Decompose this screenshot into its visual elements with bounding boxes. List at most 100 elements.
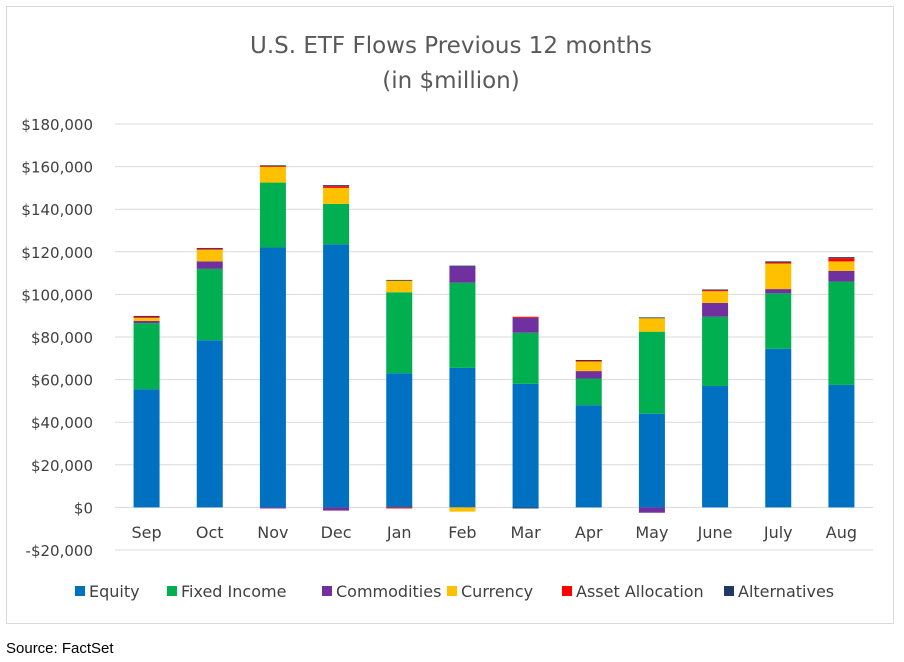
bar-commodities-june — [702, 302, 729, 317]
bar-asset-allocation-june — [702, 290, 729, 292]
bar-asset-allocation-mar — [512, 316, 539, 318]
bar-equity-july — [765, 348, 792, 508]
x-axis-ticks: Sep Oct Nov Dec Jan Feb Mar Apr May June July Aug — [132, 523, 858, 542]
bar-commodities-mar — [512, 317, 539, 333]
bar-fixed-income-dec — [323, 203, 350, 245]
bar-currency-aug — [828, 261, 855, 271]
y-tick-label: $20,000 — [31, 457, 93, 475]
x-tick-label: Oct — [196, 523, 224, 542]
bar-fixed-income-june — [702, 316, 729, 386]
bar-fixed-income-nov — [259, 182, 286, 248]
legend: Equity Fixed Income Commodities Currency Ass… — [75, 582, 834, 601]
bar-currency-jan — [386, 280, 413, 293]
x-tick-label: Nov — [257, 523, 288, 542]
bar-fixed-income-july — [765, 293, 792, 349]
legend-label: Commodities — [336, 582, 441, 601]
bar-asset-allocation-nov — [259, 165, 286, 167]
bar-fixed-income-sep — [133, 323, 160, 390]
bar-currency-july — [765, 263, 792, 290]
bar-equity-dec — [323, 244, 350, 508]
bar-fixed-income-jan — [386, 292, 413, 374]
legend-swatch — [724, 586, 734, 596]
legend-swatch — [447, 586, 457, 596]
bar-currency-oct — [196, 249, 223, 262]
bar-fixed-income-oct — [196, 268, 223, 341]
bar-equity-oct — [196, 340, 223, 508]
bar-commodities-feb — [449, 266, 476, 283]
y-tick-label: $140,000 — [21, 201, 93, 219]
bar-equity-sep — [133, 389, 160, 508]
y-tick-label: $160,000 — [21, 159, 93, 177]
y-tick-label: $100,000 — [21, 286, 93, 304]
x-tick-label: Jan — [386, 523, 412, 542]
source-note: Source: FactSet — [6, 640, 114, 657]
x-tick-label: Mar — [510, 523, 541, 542]
bar-asset-allocation-apr — [575, 360, 602, 362]
bar-alternatives-aug — [828, 257, 855, 259]
bar-fixed-income-mar — [512, 332, 539, 384]
x-tick-label: May — [635, 523, 668, 542]
legend-swatch — [75, 586, 85, 596]
bar-alternatives-may — [638, 317, 665, 319]
y-tick-label: $180,000 — [21, 116, 93, 134]
bar-currency-sep — [133, 317, 160, 322]
y-tick-label: -$20,000 — [26, 542, 93, 560]
x-tick-label: Aug — [826, 523, 857, 542]
legend-label: Fixed Income — [181, 582, 286, 601]
bar-equity-aug — [828, 384, 855, 508]
bar-currency-dec — [323, 187, 350, 204]
bar-asset-allocation-sep — [133, 316, 160, 318]
bar-alternatives-june — [702, 289, 729, 291]
legend-swatch — [322, 586, 332, 596]
bar-asset-allocation-july — [765, 262, 792, 264]
bar-equity-nov — [259, 247, 286, 508]
bar-commodities-nov — [259, 507, 286, 509]
bar-equity-june — [702, 385, 729, 508]
bar-alternatives-feb — [449, 265, 476, 267]
bar-currency-june — [702, 291, 729, 303]
bar-alternatives-oct — [196, 247, 223, 249]
x-tick-label: Sep — [132, 523, 162, 542]
y-tick-label: $40,000 — [31, 414, 93, 432]
legend-label: Alternatives — [738, 582, 834, 601]
bar-currency-nov — [259, 166, 286, 183]
x-tick-label: June — [697, 523, 733, 542]
bar-alternatives-mar — [512, 507, 539, 509]
bar-commodities-dec — [323, 507, 350, 511]
bar-alternatives-nov — [259, 165, 286, 167]
bar-currency-may — [638, 317, 665, 332]
bar-commodities-oct — [196, 261, 223, 269]
legend-swatch — [562, 586, 572, 596]
chart-title: U.S. ETF Flows Previous 12 months — [250, 33, 652, 59]
bar-fixed-income-feb — [449, 282, 476, 368]
legend-label: Asset Allocation — [576, 582, 704, 601]
x-tick-label: Dec — [321, 523, 352, 542]
bar-fixed-income-aug — [828, 281, 855, 385]
x-tick-label: Apr — [575, 523, 603, 542]
y-tick-label: $0 — [74, 499, 93, 517]
y-tick-label: $60,000 — [31, 372, 93, 390]
bar-layer — [133, 165, 855, 513]
bar-commodities-may — [638, 507, 665, 513]
bar-equity-may — [638, 413, 665, 508]
bar-commodities-aug — [828, 270, 855, 282]
bar-commodities-july — [765, 289, 792, 294]
grid-layer — [115, 123, 873, 551]
bar-asset-allocation-oct — [196, 248, 223, 250]
bar-alternatives-apr — [575, 360, 602, 361]
y-tick-label: $120,000 — [21, 244, 93, 262]
bar-asset-allocation-dec — [323, 186, 350, 188]
x-tick-label: July — [763, 523, 793, 542]
legend-label: Equity — [89, 582, 140, 601]
x-tick-label: Feb — [448, 523, 476, 542]
y-axis-ticks: -$20,000 $0 $20,000 $40,000 $60,000 $80,000 $1… — [21, 116, 93, 560]
bar-asset-allocation-jan — [386, 507, 413, 509]
bar-commodities-apr — [575, 371, 602, 379]
bar-alternatives-july — [765, 261, 792, 263]
chart-svg: U.S. ETF Flows Previous 12 months (in $m… — [21, 33, 873, 601]
bar-asset-allocation-aug — [828, 258, 855, 262]
bar-fixed-income-may — [638, 331, 665, 414]
bar-equity-jan — [386, 373, 413, 508]
bar-equity-mar — [512, 383, 539, 508]
bar-currency-apr — [575, 361, 602, 372]
